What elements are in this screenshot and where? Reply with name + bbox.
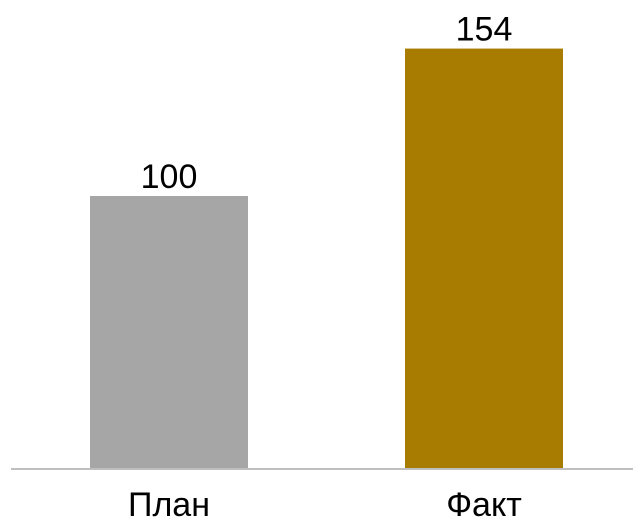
x-tick-label-fact: Факт <box>446 486 522 523</box>
data-labels-group: 100 154 <box>141 11 513 196</box>
data-label-fact: 154 <box>456 11 513 49</box>
bar-plan <box>90 196 248 469</box>
bars-group <box>90 48 563 470</box>
x-tick-label-plan: План <box>128 486 210 523</box>
bar-fact <box>405 48 563 470</box>
data-label-plan: 100 <box>141 158 198 196</box>
x-tick-labels-group: План Факт <box>128 486 522 523</box>
